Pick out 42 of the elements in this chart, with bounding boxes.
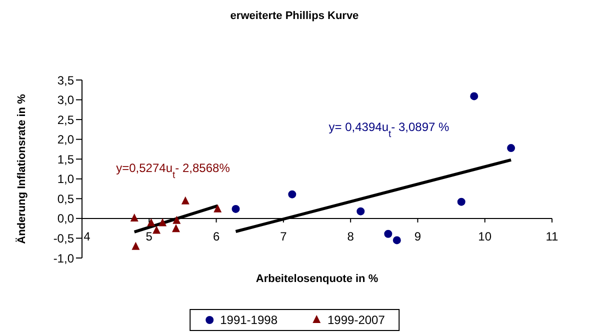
- x-tick-label: 10: [478, 229, 492, 244]
- point: [470, 92, 478, 100]
- y-tick-label: -1,0: [53, 251, 74, 266]
- legend-label: 1991-1998: [219, 313, 278, 327]
- point: [288, 190, 296, 198]
- annotation: y= 0,4394u$_{t}$- 3,0897 %: [328, 120, 450, 140]
- point: [152, 226, 161, 234]
- point: [214, 204, 222, 212]
- point: [457, 198, 466, 206]
- y-tick-label: 2,5: [57, 112, 74, 127]
- y-tick-label: 0,0: [57, 212, 74, 226]
- point: [384, 230, 392, 238]
- x-tick-label: 7: [280, 229, 288, 244]
- x-tick-label: 8: [347, 229, 354, 244]
- point: [172, 224, 180, 232]
- x-tick-label: 11: [546, 229, 559, 244]
- point: [392, 236, 401, 244]
- y-tick-label: 0,5: [57, 192, 74, 206]
- point: [507, 144, 516, 152]
- x-tick-label: 4: [84, 229, 91, 244]
- point: [132, 242, 140, 250]
- chart-title: erweiterte Phillips Kurve: [229, 10, 360, 22]
- x-tick-label: 9: [414, 229, 422, 244]
- y-tick-label: 1,5: [57, 152, 74, 166]
- x-tick-label: 5: [146, 229, 153, 244]
- y-tick-label: 3,0: [57, 93, 74, 108]
- y-tick-label: 1,0: [57, 172, 74, 186]
- point: [147, 218, 156, 226]
- point: [130, 213, 138, 222]
- point: [172, 216, 181, 224]
- y-tick-label: 3,5: [57, 73, 74, 88]
- point: [232, 204, 240, 213]
- x-tick-label: 6: [212, 229, 220, 244]
- x-axis-title: Arbeitelosenquote in %: [254, 273, 380, 285]
- point: [158, 218, 167, 226]
- y-tick-label: 2,0: [57, 132, 74, 147]
- point: [356, 207, 365, 216]
- point: [181, 196, 190, 204]
- legend-label: 1999-2007: [326, 313, 385, 327]
- y-tick-label: -0,5: [53, 231, 74, 246]
- annotation: y=0,5274u$_{t}$- 2,8568%: [116, 161, 230, 180]
- y-axis-title: Änderung Inflationsrate in %: [16, 94, 28, 244]
